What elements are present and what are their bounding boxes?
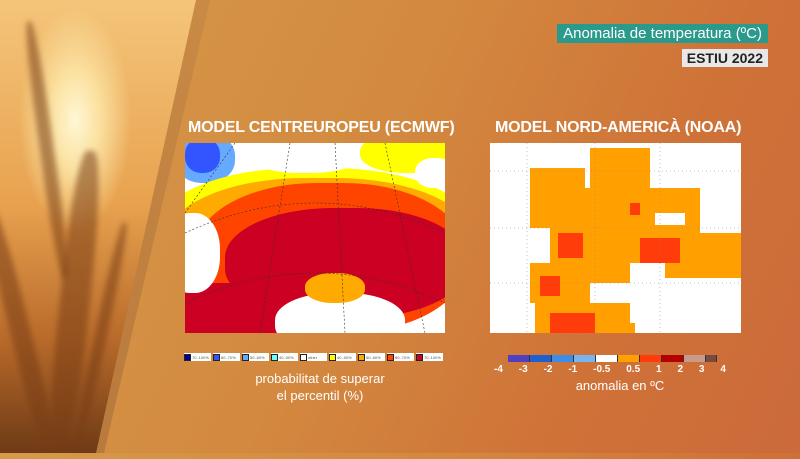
legend-item: 40..50%: [329, 353, 356, 361]
map-graticule: [185, 143, 445, 333]
noaa-caption: anomalia en ºC: [575, 378, 665, 393]
noaa-colorbar: [508, 355, 717, 362]
season-badge: ESTIU 2022: [681, 49, 768, 67]
legend-item: other: [300, 353, 327, 361]
legend-item: 40..50%: [271, 353, 298, 361]
legend-item: 50..60%: [242, 353, 269, 361]
caption-line: el percentil (%): [276, 388, 364, 403]
legend-item: 70..100%: [416, 353, 443, 361]
noaa-colorbar-ticks: -4 -3 -2 -1 -0.5 0.5 1 2 3 4: [494, 364, 726, 375]
ecmwf-caption: probabilitat de superar el percentil (%): [240, 370, 400, 404]
noaa-anomaly-map: [490, 143, 741, 333]
wheat-sunset-photo: [0, 0, 200, 453]
legend-item: 60..70%: [213, 353, 240, 361]
legend-item: 60..70%: [387, 353, 414, 361]
legend-item: 70..100%: [184, 353, 211, 361]
page-title: Anomalia de temperatura (ºC): [557, 24, 768, 43]
legend-item: 50..60%: [358, 353, 385, 361]
map-graticule: [490, 143, 741, 333]
ecmwf-legend: 70..100% 60..70% 50..60% 40..50% other 4…: [184, 353, 443, 361]
noaa-title: MODEL NORD-AMERICÀ (NOAA): [495, 119, 742, 136]
caption-line: probabilitat de superar: [255, 371, 385, 386]
ecmwf-probability-map: [185, 143, 445, 333]
ecmwf-title: MODEL CENTREUROPEU (ECMWF): [188, 119, 455, 136]
